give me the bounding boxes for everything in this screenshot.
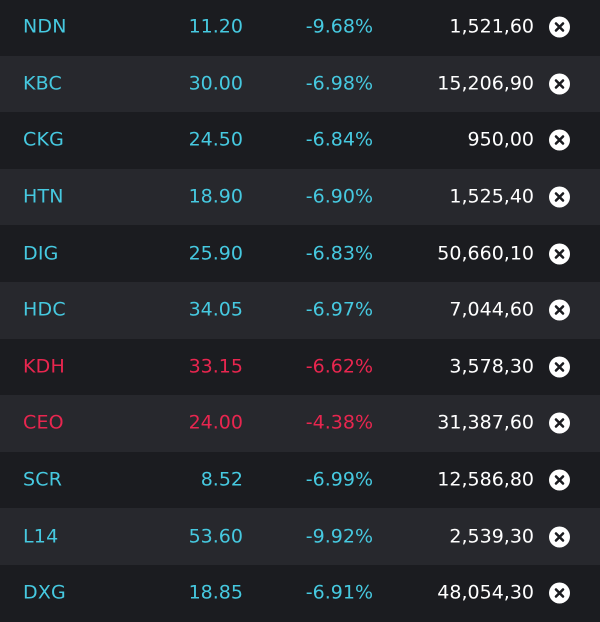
stock-price: 30.00 <box>188 72 243 95</box>
stock-change-percent: -6.84% <box>305 128 373 151</box>
stock-symbol: SCR <box>23 468 63 491</box>
stock-volume: 12,586,80 <box>437 468 534 491</box>
stock-volume: 15,206,90 <box>437 72 534 95</box>
stock-volume: 2,539,30 <box>449 525 534 548</box>
close-circle-icon[interactable] <box>549 356 570 378</box>
stock-row[interactable]: DIG 25.90 -6.83% 50,660,10 <box>0 225 600 282</box>
close-circle-icon[interactable] <box>549 16 570 38</box>
close-circle-icon[interactable] <box>549 73 570 95</box>
close-circle-icon[interactable] <box>549 243 570 265</box>
stock-row[interactable]: CEO 24.00 -4.38% 31,387,60 <box>0 395 600 452</box>
stock-symbol: HTN <box>23 185 64 208</box>
stock-volume: 31,387,60 <box>437 411 534 434</box>
stock-symbol: CEO <box>23 411 64 434</box>
stock-price: 24.50 <box>188 128 243 151</box>
stock-row[interactable]: KBC 30.00 -6.98% 15,206,90 <box>0 55 600 113</box>
stock-symbol: HDC <box>23 298 66 321</box>
stock-symbol: KDH <box>23 355 65 378</box>
stock-price: 24.00 <box>188 411 243 434</box>
close-circle-icon[interactable] <box>549 129 570 151</box>
stock-row[interactable]: HTN 18.90 -6.90% 1,525,40 <box>0 168 600 226</box>
stock-row[interactable]: DXG 18.85 -6.91% 48,054,30 <box>0 564 600 622</box>
close-circle-icon[interactable] <box>549 186 570 208</box>
stock-symbol: NDN <box>23 15 67 38</box>
stock-row[interactable]: CKG 24.50 -6.84% 950,00 <box>0 112 600 169</box>
stock-price: 53.60 <box>188 525 243 548</box>
stock-volume: 7,044,60 <box>449 298 534 321</box>
stock-change-percent: -6.99% <box>305 468 373 491</box>
stock-price: 33.15 <box>188 355 243 378</box>
stock-change-percent: -6.90% <box>305 185 373 208</box>
stock-change-percent: -6.98% <box>305 72 373 95</box>
stock-volume: 950,00 <box>467 128 534 151</box>
stock-volume: 1,521,60 <box>449 15 534 38</box>
stock-symbol: CKG <box>23 128 65 151</box>
stock-price: 34.05 <box>188 298 243 321</box>
stock-price: 18.90 <box>188 185 243 208</box>
stock-price: 8.52 <box>200 468 243 491</box>
stock-change-percent: -4.38% <box>305 411 373 434</box>
stock-volume: 48,054,30 <box>437 581 534 604</box>
stock-symbol: KBC <box>23 72 63 95</box>
stock-symbol: L14 <box>23 525 59 548</box>
stock-change-percent: -6.62% <box>305 355 373 378</box>
stock-price: 25.90 <box>188 242 243 265</box>
stock-row[interactable]: L14 53.60 -9.92% 2,539,30 <box>0 508 600 565</box>
stock-price: 18.85 <box>188 581 243 604</box>
close-circle-icon[interactable] <box>549 526 570 548</box>
stock-change-percent: -6.91% <box>305 581 373 604</box>
stock-row[interactable]: NDN 11.20 -9.68% 1,521,60 <box>0 0 600 56</box>
stock-price: 11.20 <box>188 15 243 38</box>
stock-change-percent: -9.92% <box>305 525 373 548</box>
close-circle-icon[interactable] <box>549 299 570 321</box>
close-circle-icon[interactable] <box>549 582 570 604</box>
stock-volume: 3,578,30 <box>449 355 534 378</box>
stock-row[interactable]: KDH 33.15 -6.62% 3,578,30 <box>0 338 600 396</box>
stock-change-percent: -6.97% <box>305 298 373 321</box>
close-circle-icon[interactable] <box>549 412 570 434</box>
stock-symbol: DXG <box>23 581 66 604</box>
stock-volume: 50,660,10 <box>437 242 534 265</box>
stock-symbol: DIG <box>23 242 59 265</box>
stock-change-percent: -6.83% <box>305 242 373 265</box>
stock-row[interactable]: HDC 34.05 -6.97% 7,044,60 <box>0 281 600 339</box>
stock-change-percent: -9.68% <box>305 15 373 38</box>
close-circle-icon[interactable] <box>549 469 570 491</box>
stock-row[interactable]: SCR 8.52 -6.99% 12,586,80 <box>0 451 600 509</box>
stock-volume: 1,525,40 <box>449 185 534 208</box>
